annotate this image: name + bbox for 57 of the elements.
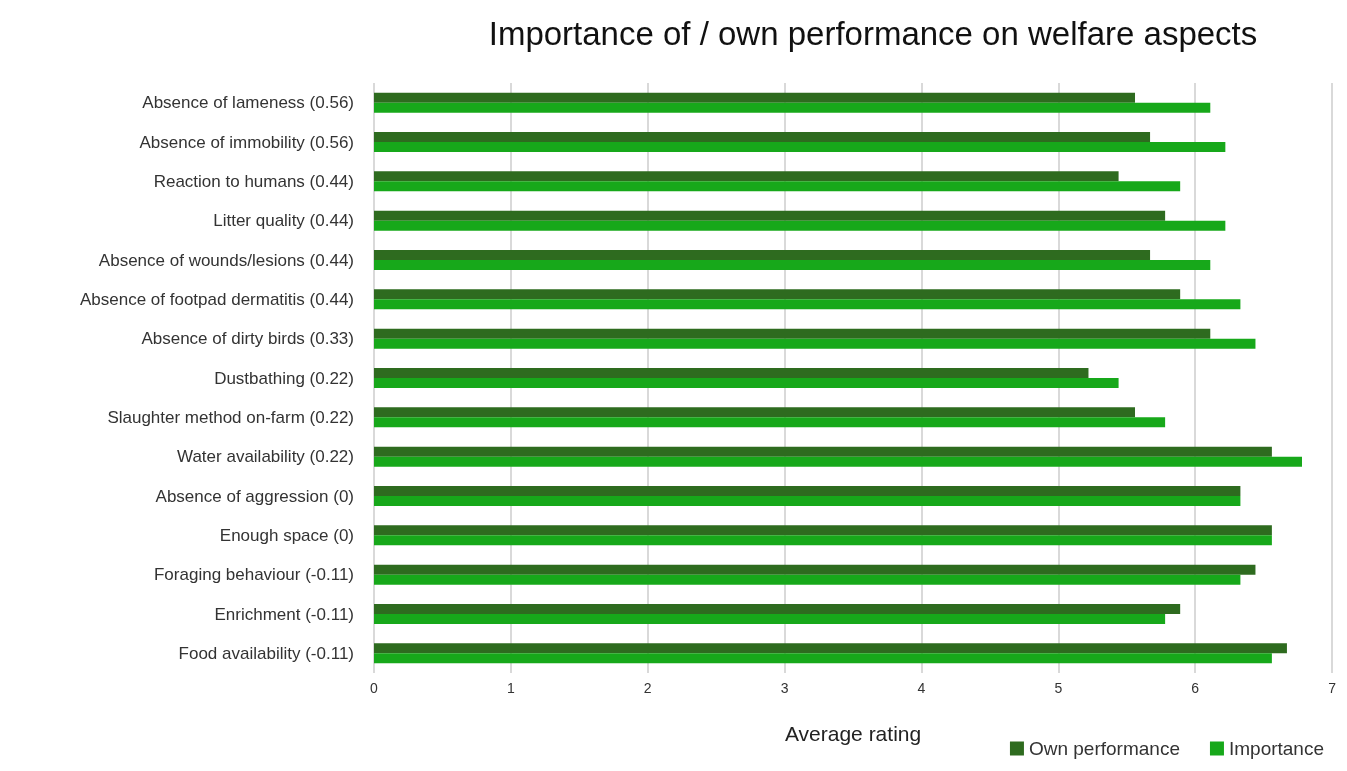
chart-title: Importance of / own performance on welfare aspects [488, 15, 1258, 52]
bar [374, 604, 1181, 614]
bar [374, 171, 1119, 182]
bar [374, 92, 1136, 103]
y-tick-label: Foraging behaviour (-0.11) [153, 565, 354, 585]
bar [374, 142, 1226, 152]
y-tick-label: Absence of aggression (0) [155, 486, 354, 506]
y-tick-label: Absence of dirty birds (0.33) [141, 329, 354, 349]
bar [374, 220, 1226, 231]
y-tick-label: Water availability (0.22) [177, 447, 354, 467]
bar [374, 496, 1241, 506]
bar [374, 210, 1166, 221]
bar [374, 338, 1256, 349]
x-tick-label: 3 [780, 680, 789, 696]
legend-label: Importance [1228, 738, 1324, 759]
x-axis-title: Average rating [784, 722, 922, 745]
y-tick-label: Litter quality (0.44) [213, 211, 354, 231]
y-tick-label: Food availability (-0.11) [178, 643, 354, 663]
bar [374, 614, 1166, 624]
bar [374, 574, 1241, 585]
y-tick-label: Enough space (0) [219, 525, 354, 545]
x-tick-label: 7 [1328, 680, 1337, 696]
x-tick-label: 4 [917, 680, 926, 696]
bar [374, 456, 1302, 467]
bar [374, 181, 1181, 192]
y-tick-label: Slaughter method on-farm (0.22) [107, 407, 354, 427]
x-tick-label: 5 [1054, 680, 1063, 696]
bar [374, 289, 1181, 300]
y-tick-label: Absence of footpad dermatitis (0.44) [79, 289, 354, 309]
bar [374, 378, 1119, 388]
bar [374, 417, 1166, 428]
y-tick-label: Enrichment (-0.11) [214, 604, 354, 624]
bar [374, 535, 1272, 546]
bar [374, 250, 1151, 260]
y-tick-label: Absence of immobility (0.56) [139, 132, 354, 152]
y-tick-label: Absence of lameness (0.56) [142, 93, 354, 113]
x-tick-label: 2 [643, 680, 652, 696]
bar [374, 132, 1151, 142]
bar [374, 643, 1287, 654]
x-tick-label: 6 [1191, 680, 1200, 696]
bar [374, 102, 1211, 113]
bar [374, 368, 1089, 378]
bar [374, 525, 1272, 536]
x-tick-label: 1 [506, 680, 515, 696]
bar [374, 407, 1136, 418]
y-tick-label: Absence of wounds/lesions (0.44) [98, 250, 354, 270]
legend-label: Own performance [1028, 738, 1180, 759]
y-tick-label: Reaction to humans (0.44) [153, 171, 354, 191]
bar [374, 446, 1272, 457]
bar [374, 328, 1211, 339]
x-tick-label: 0 [370, 680, 379, 696]
bar [374, 299, 1241, 310]
bar [374, 260, 1211, 270]
bar [374, 486, 1241, 496]
bar [374, 653, 1272, 664]
bar [374, 564, 1256, 575]
y-tick-label: Dustbathing (0.22) [214, 368, 354, 388]
